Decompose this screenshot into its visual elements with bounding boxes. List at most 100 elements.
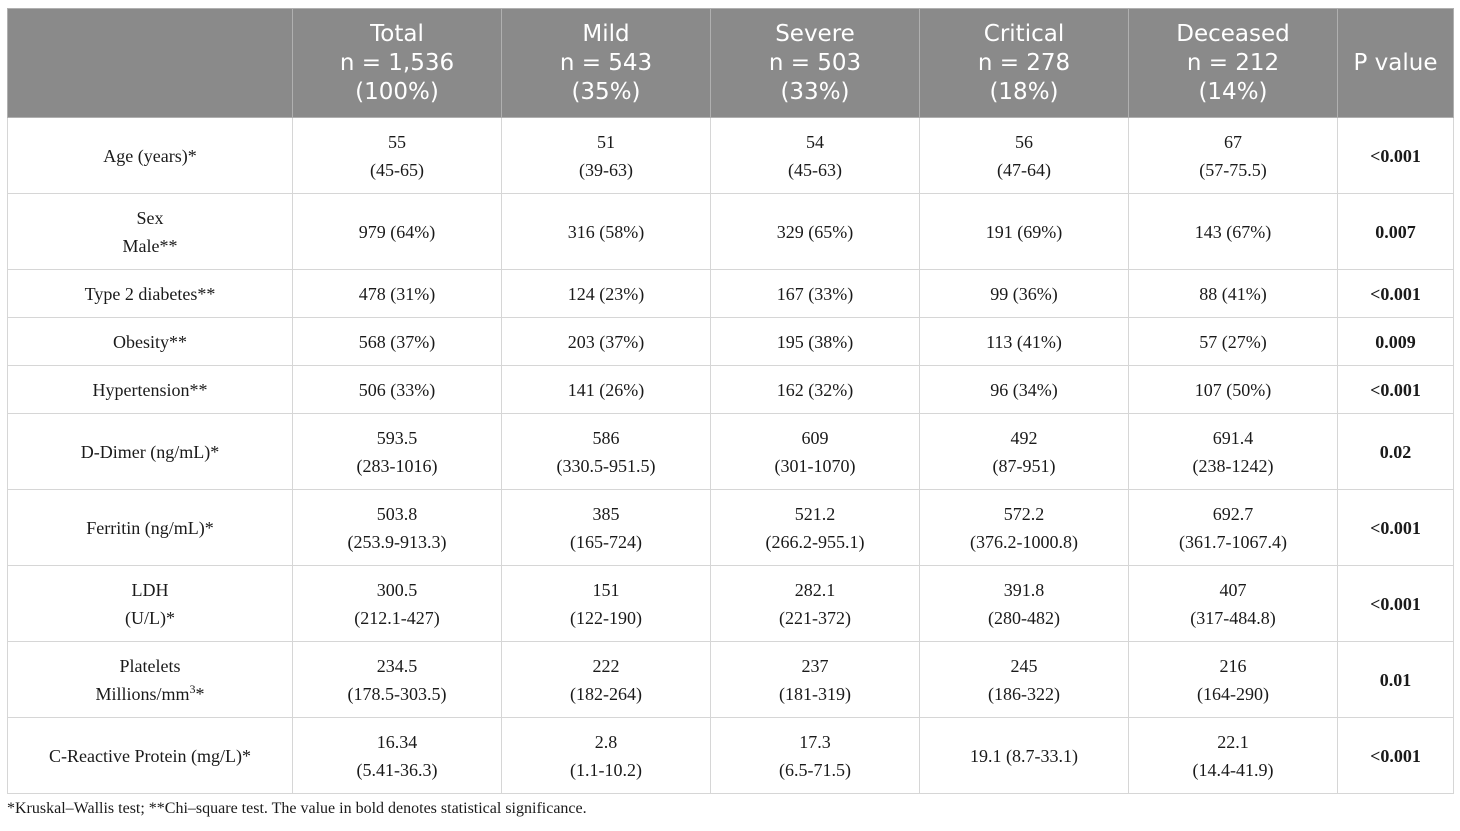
table-cell-deceased: 407 (317-484.8): [1128, 565, 1338, 642]
p-value-cell: <0.001: [1337, 717, 1454, 794]
column-header-line: (33%): [780, 78, 850, 105]
cell-line: (14.4-41.9): [1192, 759, 1274, 780]
cell-line: 492: [1010, 427, 1038, 448]
table-cell-critical: 19.1 (8.7-33.1): [919, 717, 1129, 794]
table-cell-mild: 151 (122-190): [501, 565, 711, 642]
cell-line: (212.1-427): [354, 607, 440, 628]
row-label-line: Type 2 diabetes**: [84, 283, 216, 304]
table-cell-deceased: 22.1 (14.4-41.9): [1128, 717, 1338, 794]
row-label-line: LDH: [131, 579, 169, 600]
table-row: Hypertension** 506 (33%) 141 (26%) 162 (32%…: [7, 365, 1454, 414]
table-cell-severe: 167 (33%): [710, 269, 920, 318]
p-value-cell: <0.001: [1337, 117, 1454, 194]
cell-line: (45-65): [370, 159, 424, 180]
row-label-suffix: *: [195, 683, 205, 704]
row-label-line: Ferritin (ng/mL)*: [86, 517, 214, 538]
cell-line: (301-1070): [774, 455, 856, 476]
cell-line: 17.3: [799, 731, 831, 752]
table-container: Total n = 1,536 (100%) Mild n = 543 (35%) Seve…: [7, 8, 1454, 794]
table-cell-deceased: 691.4 (238-1242): [1128, 413, 1338, 490]
cell-line: (87-951): [992, 455, 1056, 476]
cell-line: 151: [592, 579, 620, 600]
cell-line: 503.8: [376, 503, 418, 524]
table-row: D-Dimer (ng/mL)* 593.5 (283-1016) 586 (330.5…: [7, 413, 1454, 490]
cell-line: (283-1016): [356, 455, 438, 476]
cell-line: 113 (41%): [986, 331, 1062, 352]
row-label-line: Hypertension**: [92, 379, 208, 400]
table-cell-critical: 113 (41%): [919, 317, 1129, 366]
cell-line: (178.5-303.5): [347, 683, 447, 704]
table-cell-critical: 391.8 (280-482): [919, 565, 1129, 642]
cell-line: (164-290): [1197, 683, 1269, 704]
column-header-total: Total n = 1,536 (100%): [292, 8, 502, 118]
cell-line: (330.5-951.5): [556, 455, 656, 476]
table-row: Age (years)* 55 (45-65) 51 (39-63) 54 (45-63) 5…: [7, 117, 1454, 194]
cell-line: 521.2: [794, 503, 836, 524]
results-table: Total n = 1,536 (100%) Mild n = 543 (35%) Seve…: [7, 8, 1454, 794]
p-value-cell: 0.01: [1337, 641, 1454, 718]
cell-line: 55: [388, 131, 406, 152]
table-cell-deceased: 692.7 (361.7-1067.4): [1128, 489, 1338, 566]
column-header-line: n = 503: [768, 49, 862, 76]
table-cell-total: 55 (45-65): [292, 117, 502, 194]
cell-line: 124 (23%): [567, 283, 645, 304]
table-cell-critical: 56 (47-64): [919, 117, 1129, 194]
cell-line: 568 (37%): [358, 331, 436, 352]
row-label-line: Millions/mm: [95, 683, 190, 704]
table-cell-total: 593.5 (283-1016): [292, 413, 502, 490]
cell-line: 99 (36%): [990, 283, 1058, 304]
table-cell-total: 16.34 (5.41-36.3): [292, 717, 502, 794]
row-label-line: Obesity**: [113, 331, 187, 352]
cell-line: 88 (41%): [1199, 283, 1267, 304]
table-cell-severe: 237 (181-319): [710, 641, 920, 718]
cell-line: (1.1-10.2): [570, 759, 642, 780]
table-cell-deceased: 67 (57-75.5): [1128, 117, 1338, 194]
column-header-line: n = 543: [559, 49, 653, 76]
table-cell-mild: 316 (58%): [501, 193, 711, 270]
column-header-p-value: P value: [1337, 8, 1454, 118]
row-label-line: Platelets: [119, 655, 181, 676]
cell-line: 57 (27%): [1199, 331, 1267, 352]
cell-line: 245: [1010, 655, 1038, 676]
cell-line: 195 (38%): [776, 331, 854, 352]
cell-line: 54: [806, 131, 824, 152]
cell-line: (186-322): [988, 683, 1060, 704]
cell-line: 329 (65%): [776, 221, 854, 242]
cell-line: 19.1 (8.7-33.1): [970, 745, 1078, 766]
table-cell-critical: 191 (69%): [919, 193, 1129, 270]
p-value-cell: 0.02: [1337, 413, 1454, 490]
table-cell-total: 234.5 (178.5-303.5): [292, 641, 502, 718]
cell-line: 593.5: [376, 427, 418, 448]
table-row: Type 2 diabetes** 478 (31%) 124 (23%) 167 (…: [7, 269, 1454, 318]
table-cell-deceased: 216 (164-290): [1128, 641, 1338, 718]
table-row: Platelets Millions/mm3* 234.5 (178.5-303.5)…: [7, 641, 1454, 718]
cell-line: 385: [592, 503, 620, 524]
table-cell-severe: 329 (65%): [710, 193, 920, 270]
cell-line: (317-484.8): [1190, 607, 1276, 628]
table-cell-mild: 2.8 (1.1-10.2): [501, 717, 711, 794]
table-cell-severe: 282.1 (221-372): [710, 565, 920, 642]
cell-line: 167 (33%): [776, 283, 854, 304]
table-cell-critical: 99 (36%): [919, 269, 1129, 318]
table-cell-mild: 222 (182-264): [501, 641, 711, 718]
cell-line: (253.9-913.3): [347, 531, 447, 552]
cell-line: (122-190): [570, 607, 642, 628]
cell-line: (47-64): [997, 159, 1051, 180]
table-cell-critical: 245 (186-322): [919, 641, 1129, 718]
cell-line: 67: [1224, 131, 1242, 152]
cell-line: 691.4: [1212, 427, 1254, 448]
table-cell-severe: 162 (32%): [710, 365, 920, 414]
row-label-line: Male**: [122, 235, 178, 256]
table-cell-severe: 17.3 (6.5-71.5): [710, 717, 920, 794]
row-label: Obesity**: [7, 317, 293, 366]
row-label: Type 2 diabetes**: [7, 269, 293, 318]
table-row: Sex Male** 979 (64%) 316 (58%) 329 (65%) 191 …: [7, 193, 1454, 270]
cell-line: (45-63): [788, 159, 842, 180]
cell-line: 609: [801, 427, 829, 448]
cell-line: 237: [801, 655, 829, 676]
row-label: Sex Male**: [7, 193, 293, 270]
cell-line: 22.1: [1217, 731, 1249, 752]
cell-line: (238-1242): [1192, 455, 1274, 476]
cell-line: 407: [1219, 579, 1247, 600]
cell-line: 572.2: [1003, 503, 1045, 524]
